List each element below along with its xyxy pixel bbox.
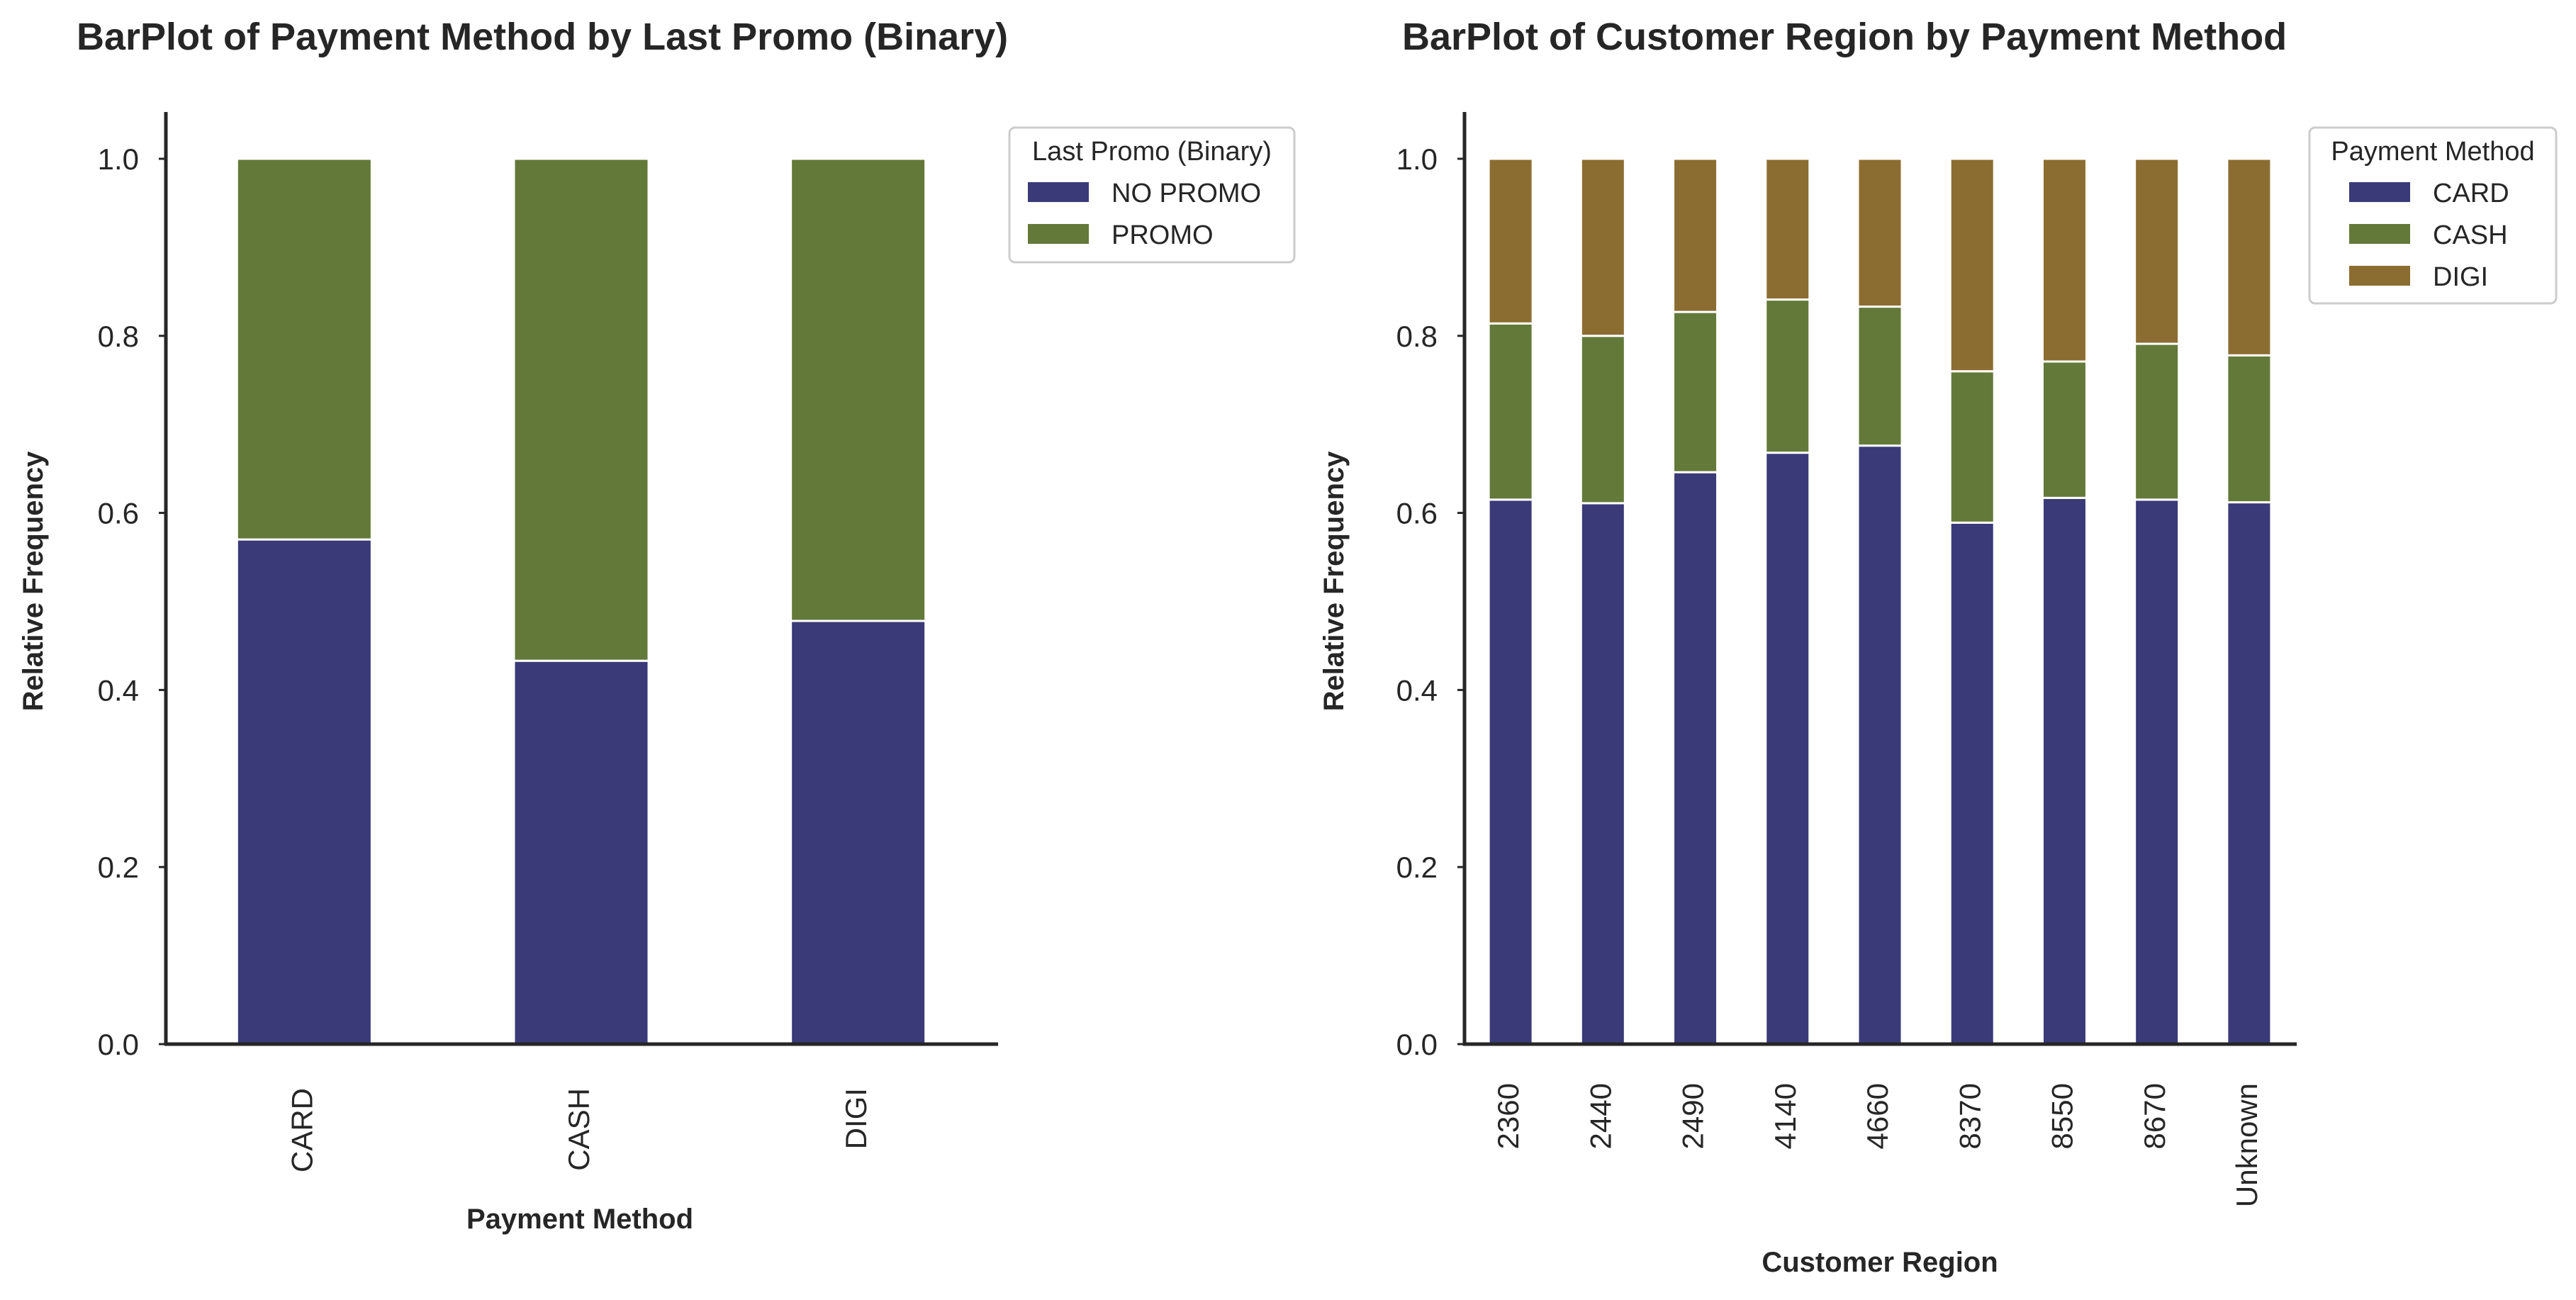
right-bar-8550-cash bbox=[2041, 360, 2088, 499]
right-bar-2440-digi bbox=[1579, 157, 1626, 337]
left-bar-digi-promo bbox=[790, 157, 927, 622]
chart-right-legend-box bbox=[2308, 126, 2558, 305]
chart-right-legend-label-cash: CASH bbox=[2433, 220, 2508, 250]
right-y-tick-label: 0.8 bbox=[1396, 320, 1438, 353]
right-x-tick-label-2360: 2360 bbox=[1491, 1083, 1525, 1149]
chart-left-title: BarPlot of Payment Method by Last Promo … bbox=[77, 16, 1008, 58]
right-bar-2360-digi bbox=[1487, 157, 1534, 325]
right-x-tick-label-2440: 2440 bbox=[1584, 1083, 1617, 1149]
left-x-tick-label-cash: CASH bbox=[562, 1088, 595, 1171]
chart-right-legend-swatch-cash bbox=[2349, 224, 2410, 244]
right-bar-unknown-digi bbox=[2226, 157, 2273, 357]
chart-right-y-ticks: 0.0 0.2 0.4 0.6 0.8 1.0 bbox=[1396, 142, 1465, 1061]
right-bar-8370-digi bbox=[1949, 157, 1995, 373]
chart-right-x-axis-label: Customer Region bbox=[1762, 1247, 1998, 1278]
left-x-tick-label-card: CARD bbox=[285, 1088, 318, 1172]
right-bar-8370-cash bbox=[1949, 370, 1995, 524]
right-bar-2440-cash bbox=[1579, 335, 1626, 505]
left-bar-card-promo bbox=[235, 157, 373, 541]
right-bar-2440-card bbox=[1579, 502, 1626, 1046]
right-y-tick-label: 0.2 bbox=[1396, 851, 1438, 884]
left-bar-card-no-promo bbox=[235, 538, 373, 1046]
right-x-tick-label-8550: 8550 bbox=[2046, 1083, 2079, 1149]
left-y-tick-label: 0.6 bbox=[98, 497, 139, 530]
chart-right-legend-swatch-card bbox=[2349, 182, 2410, 202]
right-y-tick-label: 0.0 bbox=[1396, 1028, 1438, 1061]
right-y-tick-label: 0.4 bbox=[1396, 673, 1438, 707]
right-bar-4140-cash bbox=[1764, 298, 1811, 454]
right-x-tick-label-unknown: Unknown bbox=[2230, 1083, 2263, 1207]
left-y-tick-label: 1.0 bbox=[98, 142, 139, 176]
chart-left-x-ticks: CARD CASH DIGI bbox=[285, 1088, 872, 1172]
right-x-tick-label-4140: 4140 bbox=[1769, 1083, 1802, 1149]
right-bar-8550-digi bbox=[2041, 157, 2088, 363]
left-bar-cash-no-promo bbox=[513, 659, 650, 1046]
right-bar-8370-card bbox=[1949, 521, 1995, 1046]
chart-right: BarPlot of Customer Region by Payment Me… bbox=[1318, 16, 2558, 1278]
chart-left-legend-label-no-promo: NO PROMO bbox=[1111, 179, 1261, 208]
right-bar-4140-card bbox=[1764, 452, 1811, 1046]
right-bar-4140-digi bbox=[1764, 157, 1811, 301]
right-bar-unknown-cash bbox=[2226, 354, 2273, 504]
right-bar-4660-digi bbox=[1857, 157, 1903, 308]
right-x-tick-label-4660: 4660 bbox=[1861, 1083, 1894, 1149]
chart-right-legend: Payment Method CARD CASH DIGI bbox=[2308, 126, 2558, 305]
left-y-tick-label: 0.0 bbox=[98, 1028, 139, 1061]
chart-left: BarPlot of Payment Method by Last Promo … bbox=[18, 16, 1296, 1235]
right-bar-2360-cash bbox=[1487, 322, 1534, 501]
chart-left-y-ticks: 0.0 0.2 0.4 0.6 0.8 1.0 bbox=[98, 142, 166, 1061]
left-y-tick-label: 0.4 bbox=[98, 673, 139, 707]
chart-left-legend-title: Last Promo (Binary) bbox=[1032, 137, 1272, 167]
chart-left-legend-swatch-no-promo bbox=[1028, 182, 1089, 202]
right-bar-4660-cash bbox=[1857, 306, 1903, 447]
chart-right-legend-title: Payment Method bbox=[2331, 137, 2534, 167]
chart-left-bars bbox=[235, 157, 927, 1046]
chart-right-x-ticks: 2360 2440 2490 4140 4660 8370 8550 8670 Unknown bbox=[1491, 1083, 2263, 1207]
chart-right-y-axis-label: Relative Frequency bbox=[1318, 451, 1350, 712]
right-bar-4660-card bbox=[1857, 444, 1903, 1046]
right-bar-8670-card bbox=[2134, 498, 2180, 1046]
left-x-tick-label-digi: DIGI bbox=[839, 1088, 873, 1149]
left-bar-cash-promo bbox=[513, 157, 650, 662]
chart-left-x-axis-label: Payment Method bbox=[466, 1204, 693, 1235]
chart-right-legend-label-card: CARD bbox=[2433, 179, 2509, 208]
chart-right-bars bbox=[1487, 157, 2273, 1046]
right-y-tick-label: 1.0 bbox=[1396, 142, 1438, 176]
chart-left-legend: Last Promo (Binary) NO PROMO PROMO bbox=[1008, 126, 1296, 264]
left-bar-digi-no-promo bbox=[790, 620, 927, 1046]
right-bar-2360-card bbox=[1487, 498, 1534, 1046]
right-bar-2490-cash bbox=[1672, 310, 1719, 474]
chart-right-legend-swatch-digi bbox=[2349, 266, 2410, 286]
right-bar-2490-card bbox=[1672, 471, 1719, 1046]
left-y-tick-label: 0.2 bbox=[98, 851, 139, 884]
right-x-tick-label-8670: 8670 bbox=[2138, 1083, 2171, 1149]
right-bar-2490-digi bbox=[1672, 157, 1719, 313]
right-x-tick-label-8370: 8370 bbox=[1953, 1083, 1986, 1149]
left-y-tick-label: 0.8 bbox=[98, 320, 139, 353]
right-bar-unknown-card bbox=[2226, 501, 2273, 1046]
chart-right-title: BarPlot of Customer Region by Payment Me… bbox=[1402, 16, 2287, 58]
right-y-tick-label: 0.6 bbox=[1396, 497, 1438, 530]
right-bar-8670-digi bbox=[2134, 157, 2180, 345]
chart-left-legend-label-promo: PROMO bbox=[1111, 220, 1214, 250]
right-bar-8550-card bbox=[2041, 496, 2088, 1046]
right-bar-8670-cash bbox=[2134, 342, 2180, 501]
chart-left-y-axis-label: Relative Frequency bbox=[18, 451, 49, 712]
chart-right-legend-label-digi: DIGI bbox=[2433, 262, 2488, 292]
chart-left-legend-swatch-promo bbox=[1028, 224, 1089, 244]
right-x-tick-label-2490: 2490 bbox=[1676, 1083, 1710, 1149]
